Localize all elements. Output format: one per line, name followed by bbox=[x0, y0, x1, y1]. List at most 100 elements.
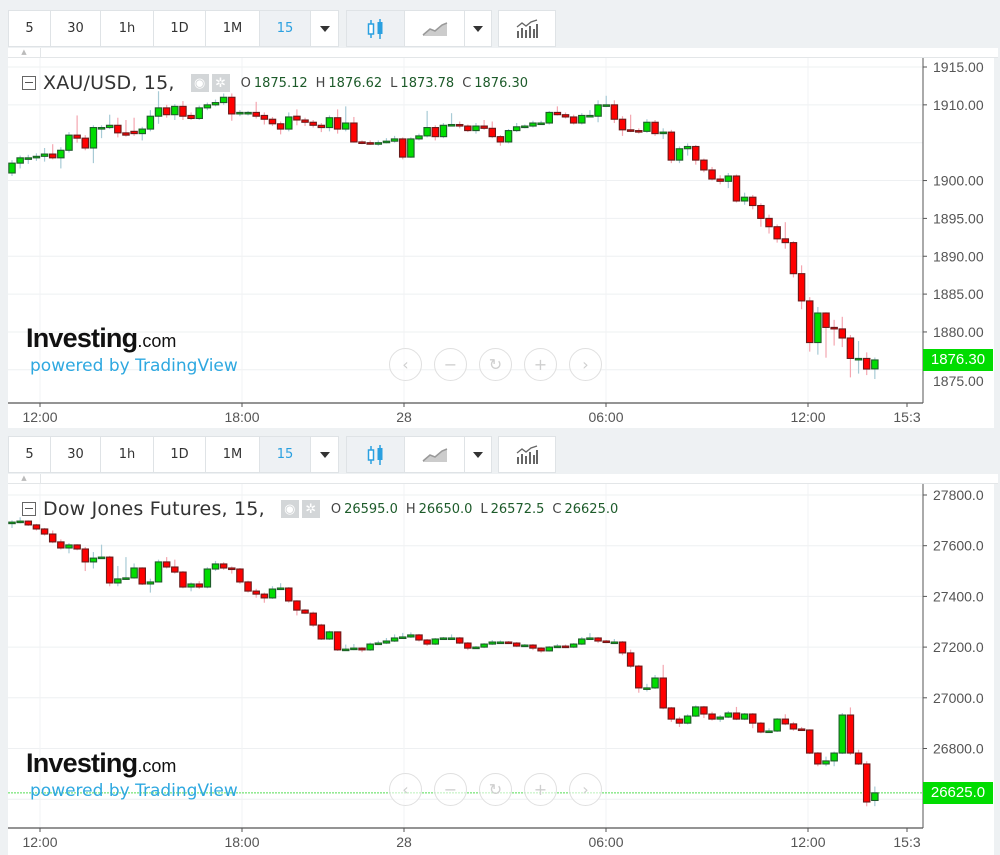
candle[interactable] bbox=[171, 104, 179, 120]
candle[interactable] bbox=[740, 192, 749, 205]
candle[interactable] bbox=[708, 711, 716, 721]
candle[interactable] bbox=[537, 647, 545, 653]
candle[interactable] bbox=[496, 135, 505, 146]
candle[interactable] bbox=[521, 124, 529, 129]
candle[interactable] bbox=[553, 106, 562, 116]
candle[interactable] bbox=[569, 114, 578, 125]
candle[interactable] bbox=[773, 224, 781, 243]
collapse-legend-icon[interactable] bbox=[22, 502, 36, 516]
candle[interactable] bbox=[805, 297, 814, 352]
candle[interactable] bbox=[325, 630, 334, 641]
candle[interactable] bbox=[162, 104, 171, 118]
candle[interactable] bbox=[447, 634, 456, 641]
candle[interactable] bbox=[285, 587, 293, 603]
gear-icon[interactable]: ✲ bbox=[301, 500, 320, 518]
collapse-legend-icon[interactable] bbox=[22, 76, 36, 90]
candle[interactable] bbox=[545, 110, 553, 125]
candle[interactable] bbox=[350, 644, 358, 651]
eye-icon[interactable]: ◉ bbox=[280, 500, 299, 518]
candle[interactable] bbox=[374, 140, 383, 146]
candle[interactable] bbox=[464, 642, 472, 651]
candle[interactable] bbox=[407, 137, 415, 158]
candle[interactable] bbox=[683, 714, 692, 725]
candle[interactable] bbox=[822, 756, 830, 767]
interval-dropdown-button[interactable] bbox=[310, 436, 339, 473]
chart-area[interactable]: 1915.00 1910.00 1900.00 1895.00 1890.00 1885.… bbox=[8, 58, 998, 428]
candle[interactable] bbox=[748, 194, 757, 210]
candle[interactable] bbox=[708, 166, 716, 181]
interval-button-30[interactable]: 30 bbox=[50, 436, 101, 473]
interval-button-5[interactable]: 5 bbox=[8, 436, 51, 473]
candle[interactable] bbox=[716, 175, 724, 185]
candle[interactable] bbox=[700, 158, 708, 173]
candle[interactable] bbox=[765, 214, 773, 234]
candle[interactable] bbox=[472, 123, 480, 134]
candle[interactable] bbox=[504, 129, 513, 144]
area-chart-button[interactable] bbox=[404, 436, 465, 473]
candle[interactable] bbox=[651, 119, 659, 136]
candle[interactable] bbox=[415, 133, 423, 141]
candle[interactable] bbox=[16, 155, 24, 169]
candle[interactable] bbox=[504, 641, 513, 645]
candle[interactable] bbox=[488, 121, 497, 139]
candle[interactable] bbox=[447, 113, 456, 127]
candle[interactable] bbox=[757, 203, 765, 227]
candle[interactable] bbox=[748, 713, 757, 729]
candle[interactable] bbox=[862, 761, 871, 807]
candle[interactable] bbox=[757, 721, 765, 734]
candle[interactable] bbox=[545, 646, 553, 652]
candle[interactable] bbox=[578, 113, 586, 125]
candle[interactable] bbox=[219, 562, 228, 570]
candle[interactable] bbox=[382, 138, 391, 144]
candle[interactable] bbox=[594, 636, 602, 644]
candle[interactable] bbox=[325, 115, 334, 132]
candle[interactable] bbox=[602, 95, 610, 108]
candle[interactable] bbox=[195, 105, 203, 120]
candle[interactable] bbox=[260, 592, 269, 603]
candle[interactable] bbox=[228, 93, 236, 121]
candle[interactable] bbox=[40, 147, 49, 162]
candle[interactable] bbox=[765, 728, 773, 734]
candle[interactable] bbox=[48, 530, 57, 544]
candle[interactable] bbox=[89, 552, 98, 569]
candle[interactable] bbox=[675, 146, 684, 164]
candle[interactable] bbox=[512, 123, 521, 133]
candlestick-chart-button[interactable] bbox=[346, 436, 405, 473]
candle[interactable] bbox=[830, 319, 838, 346]
candle[interactable] bbox=[105, 555, 114, 587]
candle[interactable] bbox=[268, 586, 277, 599]
interval-button-active[interactable]: 15 bbox=[259, 10, 311, 47]
candle[interactable] bbox=[529, 120, 537, 128]
interval-button-active[interactable]: 15 bbox=[259, 436, 311, 473]
candle[interactable] bbox=[569, 643, 578, 649]
scroll-left-button[interactable]: ‹ bbox=[389, 348, 422, 381]
candle[interactable] bbox=[724, 710, 733, 719]
zoom-in-button[interactable]: + bbox=[524, 773, 557, 806]
candle[interactable] bbox=[130, 117, 138, 136]
candle[interactable] bbox=[203, 102, 212, 111]
candle[interactable] bbox=[561, 644, 570, 649]
candle[interactable] bbox=[415, 633, 423, 642]
indicators-button[interactable] bbox=[498, 10, 556, 47]
candle[interactable] bbox=[724, 172, 733, 189]
candle[interactable] bbox=[350, 116, 358, 143]
candle[interactable] bbox=[171, 559, 179, 574]
scroll-right-button[interactable]: › bbox=[569, 348, 602, 381]
candle[interactable] bbox=[439, 636, 448, 641]
interval-button-1h[interactable]: 1h bbox=[100, 436, 154, 473]
candle[interactable] bbox=[390, 135, 399, 143]
candle[interactable] bbox=[586, 633, 594, 641]
candle[interactable] bbox=[89, 125, 98, 164]
candle[interactable] bbox=[854, 341, 863, 374]
candle[interactable] bbox=[366, 140, 374, 145]
candle[interactable] bbox=[219, 93, 228, 105]
candle[interactable] bbox=[81, 546, 90, 572]
candle[interactable] bbox=[610, 638, 619, 645]
candle[interactable] bbox=[24, 154, 33, 164]
candle[interactable] bbox=[643, 119, 651, 133]
candle[interactable] bbox=[732, 706, 741, 721]
candle[interactable] bbox=[97, 544, 106, 560]
candle[interactable] bbox=[236, 568, 244, 584]
candle[interactable] bbox=[333, 109, 342, 134]
interval-button-1M[interactable]: 1M bbox=[205, 436, 260, 473]
